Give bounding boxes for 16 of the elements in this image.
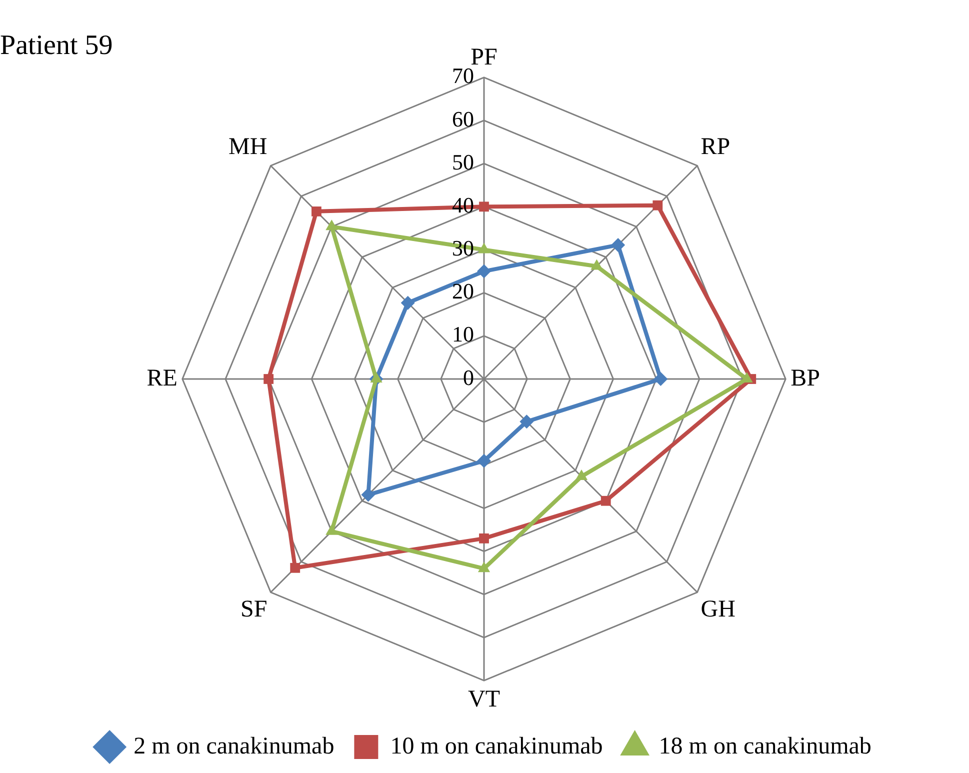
y-tick-label: 0: [463, 364, 474, 390]
legend-label: 18 m on canakinumab: [658, 733, 872, 760]
spoke-label: VT: [468, 686, 500, 712]
y-tick-label: 10: [452, 322, 474, 347]
chart-title: Patient 59: [0, 30, 113, 62]
spoke-label: RE: [146, 365, 178, 392]
spoke-label: RP: [700, 134, 730, 160]
spoke-label: GH: [700, 596, 736, 622]
legend-label: 10 m on canakinumab: [390, 733, 603, 760]
spoke-label: SF: [240, 596, 268, 622]
y-tick-label: 50: [452, 149, 474, 174]
y-tick-label: 20: [452, 278, 474, 304]
spoke-label: BP: [790, 365, 820, 392]
y-tick-label: 60: [452, 106, 474, 132]
spoke-label: MH: [228, 134, 268, 160]
legend-label: 2 m on canakinumab: [134, 733, 334, 760]
